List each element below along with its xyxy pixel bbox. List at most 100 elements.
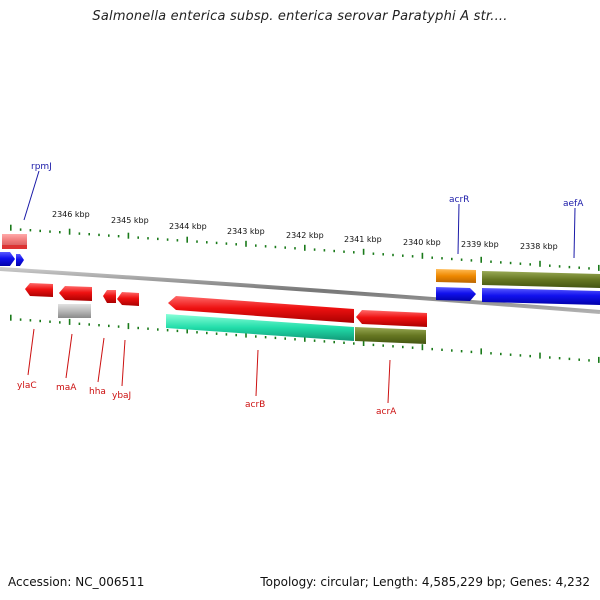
ruler-minor-tick: [108, 324, 110, 328]
ruler-minor-tick: [29, 319, 32, 322]
gene-labels: rpmJ acrR aefA ylaC maA hha ybaJ acrB ac…: [17, 162, 584, 417]
gene-label-aefA[interactable]: aefA: [563, 199, 584, 209]
ruler-major-tick: [480, 256, 482, 263]
ruler-major-tick: [127, 232, 130, 239]
ruler-minor-tick: [215, 332, 218, 335]
gene-ybaJ-bar[interactable]: [117, 292, 139, 306]
ruler-minor-tick: [343, 250, 345, 253]
gene-hha-bar[interactable]: [103, 290, 116, 303]
ruler-minor-tick: [39, 319, 41, 323]
gene-acrB-teal-bar[interactable]: [166, 314, 354, 341]
gene-aefA-bar[interactable]: [482, 271, 600, 288]
ruler-minor-tick: [166, 329, 169, 332]
ruler-minor-tick: [382, 253, 384, 256]
ruler-minor-tick: [568, 357, 571, 361]
gene-ylaC-bar[interactable]: [25, 283, 53, 297]
leader-lines: [23, 170, 576, 404]
leader-acrA: [387, 359, 391, 404]
ruler-major-tick: [421, 344, 424, 351]
map-title: Salmonella enterica subsp. enterica sero…: [92, 9, 508, 24]
genome-backbone: [0, 267, 600, 314]
gene-maA-bar[interactable]: [59, 286, 92, 301]
ruler-minor-tick: [490, 352, 492, 355]
ruler-minor-tick: [39, 229, 41, 233]
ruler-major-tick: [245, 240, 247, 247]
gene-blue-bar[interactable]: [436, 287, 476, 301]
ruler-minor-tick: [196, 240, 198, 243]
ruler-minor-tick: [294, 338, 296, 341]
gene-label-rpmJ[interactable]: rpmJ: [31, 162, 52, 172]
ruler-minor-tick: [470, 350, 473, 354]
ruler-minor-tick: [225, 333, 228, 336]
gene-rpmJ-bar[interactable]: [2, 234, 27, 248]
kbp-label: 2339 kbp: [461, 240, 499, 249]
gene-acrB-bar[interactable]: [168, 296, 354, 323]
gene-blue-arrow[interactable]: [0, 252, 15, 266]
ruler-minor-tick: [353, 251, 355, 254]
gene-label-acrB[interactable]: acrB: [245, 400, 265, 410]
ruler-minor-tick: [411, 255, 414, 258]
gene-label-maA[interactable]: maA: [56, 383, 77, 393]
gene-label-acrA[interactable]: acrA: [376, 407, 397, 417]
ruler-minor-tick: [588, 267, 590, 270]
leader-maA: [65, 333, 73, 379]
ruler-minor-tick: [264, 245, 267, 248]
ruler-minor-tick: [441, 257, 443, 260]
ruler-minor-tick: [372, 252, 375, 255]
ruler-major-tick: [186, 236, 188, 243]
leader-hha: [97, 337, 105, 383]
ruler-minor-tick: [588, 359, 590, 362]
gene-acrA-bar[interactable]: [356, 310, 427, 327]
ruler-minor-tick: [392, 253, 394, 257]
ruler-minor-tick: [264, 336, 267, 339]
gene-label-acrR[interactable]: acrR: [449, 195, 469, 205]
ruler-minor-tick: [117, 235, 120, 238]
ruler-major-tick: [245, 331, 247, 338]
ruler-minor-tick: [137, 236, 139, 239]
ruler-minor-tick: [206, 241, 208, 244]
ruler-minor-tick: [558, 357, 561, 360]
ruler-major-tick: [421, 252, 424, 259]
gene-label-hha[interactable]: hha: [89, 387, 106, 397]
ruler-ticks-top: [10, 224, 600, 271]
ruler-major-tick: [598, 356, 600, 363]
ruler-major-tick: [68, 228, 71, 235]
kbp-label: 2344 kbp: [169, 222, 207, 231]
ruler-ticks-bottom: [10, 314, 600, 363]
ruler-minor-tick: [490, 260, 492, 263]
ruler-minor-tick: [558, 265, 561, 268]
kbp-label: 2342 kbp: [286, 231, 324, 240]
kbp-label: 2343 kbp: [227, 227, 265, 236]
ruler-minor-tick: [49, 320, 51, 323]
ruler-minor-tick: [460, 258, 463, 261]
ruler-minor-tick: [392, 345, 394, 348]
ruler-minor-tick: [441, 348, 443, 351]
gene-blue-bar-long[interactable]: [482, 288, 600, 305]
ruler-minor-tick: [549, 264, 551, 267]
gene-acrA-olive-bar[interactable]: [355, 327, 426, 344]
kbp-label: 2338 kbp: [520, 242, 558, 251]
ruler-minor-tick: [509, 353, 512, 356]
ruler-minor-tick: [313, 339, 316, 342]
leader-acrR: [457, 203, 460, 255]
gene-blue-arrow-small[interactable]: [16, 254, 24, 266]
gene-rpmJ-bar-lower[interactable]: [2, 245, 27, 249]
ruler-major-tick: [304, 244, 306, 251]
ruler-minor-tick: [353, 342, 355, 345]
gene-maA-grey-bar[interactable]: [58, 304, 91, 318]
ruler-minor-tick: [166, 238, 169, 241]
leader-rpmJ: [23, 170, 40, 221]
ruler-minor-tick: [215, 241, 218, 245]
ruler-minor-tick: [323, 340, 326, 343]
gene-acrR-bar[interactable]: [436, 269, 476, 283]
ruler-minor-tick: [519, 354, 522, 357]
ruler-major-tick: [539, 260, 541, 267]
ruler-minor-tick: [196, 331, 198, 334]
gene-label-ybaJ[interactable]: ybaJ: [112, 391, 131, 401]
ruler-minor-tick: [568, 265, 571, 269]
ruler-minor-tick: [147, 237, 149, 240]
ruler-minor-tick: [157, 237, 159, 241]
gene-label-ylaC[interactable]: ylaC: [17, 381, 37, 391]
ruler-minor-tick: [225, 242, 228, 245]
ruler-minor-tick: [19, 318, 22, 321]
